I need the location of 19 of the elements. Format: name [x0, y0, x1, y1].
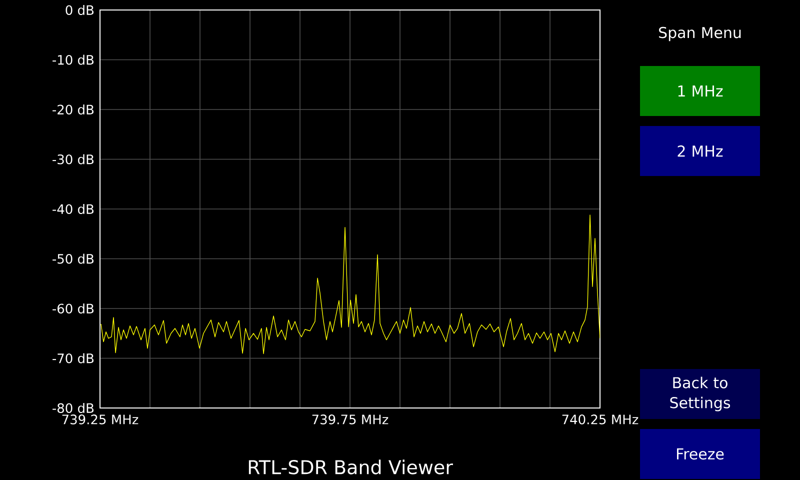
y-tick-label: -20 dB: [52, 104, 94, 115]
text: Back to Settings: [670, 376, 730, 412]
y-tick-label: -10 dB: [52, 54, 94, 65]
y-tick-label: -30 dB: [52, 154, 94, 164]
text: Freeze: [677, 448, 724, 460]
line-series: [100, 214, 600, 354]
x-tick-label: 740.25 MHz: [562, 414, 638, 424]
y-tick-label: -40 dB: [52, 204, 94, 214]
y-tick-label: 0 dB: [66, 4, 94, 16]
text: 2 MHz: [678, 145, 723, 157]
y-tick-label: -60 dB: [52, 303, 94, 314]
text: Span Menu: [659, 26, 741, 42]
text: 1 MHz: [678, 86, 723, 96]
x-tick-label: 739.25 MHz: [62, 414, 138, 424]
y-tick-label: -70 dB: [52, 353, 94, 364]
y-tick-label: -50 dB: [52, 254, 94, 264]
text: RTL-SDR Band Viewer: [248, 460, 453, 474]
x-tick-label: 739.75 MHz: [312, 414, 388, 424]
y-tick-label: -80 dB: [52, 402, 94, 414]
